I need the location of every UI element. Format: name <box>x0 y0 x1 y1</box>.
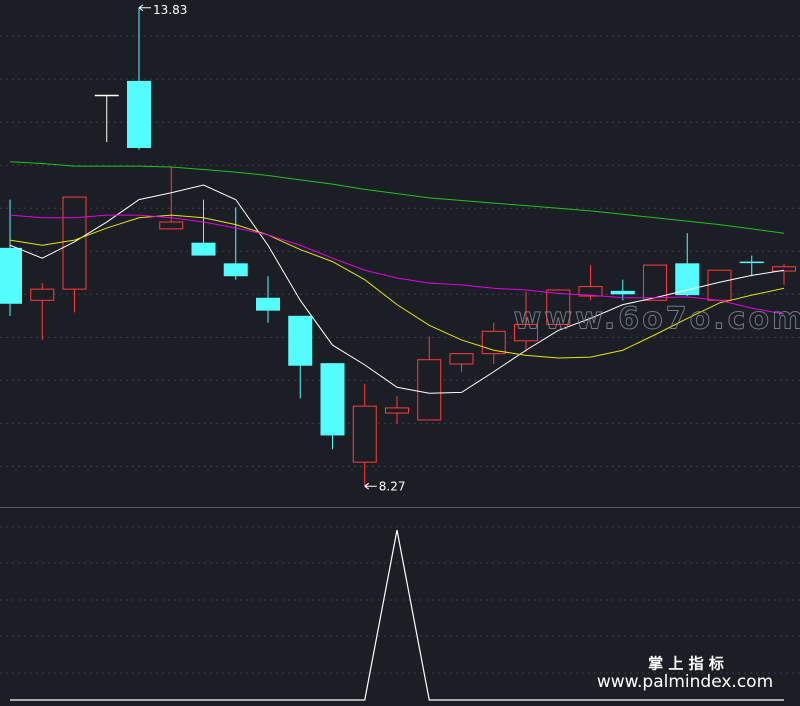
candle-body <box>707 269 732 301</box>
candle-body <box>578 286 603 297</box>
candle-body <box>0 247 22 304</box>
high-arrow <box>138 4 151 12</box>
candle-body <box>514 323 538 342</box>
candle-body <box>643 264 667 301</box>
watermark: www.6o7o.com <box>514 302 800 337</box>
moving-average-line <box>9 214 785 315</box>
moving-average-line <box>9 214 785 359</box>
candle-body <box>352 405 377 463</box>
candle-body <box>30 288 55 301</box>
high-label: 13.83 <box>153 3 187 17</box>
candle-body <box>288 315 313 366</box>
candle-body <box>159 221 184 230</box>
candle-body <box>546 289 571 325</box>
candle-body <box>320 363 345 436</box>
watermark: www.palmindex.com <box>597 672 773 692</box>
low-label: 8.27 <box>379 480 406 494</box>
watermark: 掌 上 指 标 <box>648 655 724 673</box>
candle-body <box>772 266 796 272</box>
lower-grid <box>0 526 800 674</box>
candle-body <box>191 242 216 256</box>
candle-body <box>256 297 280 311</box>
moving-average-line <box>9 161 785 234</box>
candle-body <box>610 290 635 295</box>
candle-body <box>739 261 764 264</box>
candle-body <box>223 263 248 277</box>
candle-body <box>449 353 474 365</box>
candle-body <box>385 407 409 414</box>
candle-body <box>62 196 87 290</box>
candle-body <box>127 80 151 149</box>
marks: 13.83 8.27 <box>0 3 796 701</box>
indicator-line <box>10 529 784 701</box>
candle-body <box>417 359 442 421</box>
low-arrow <box>364 482 377 490</box>
